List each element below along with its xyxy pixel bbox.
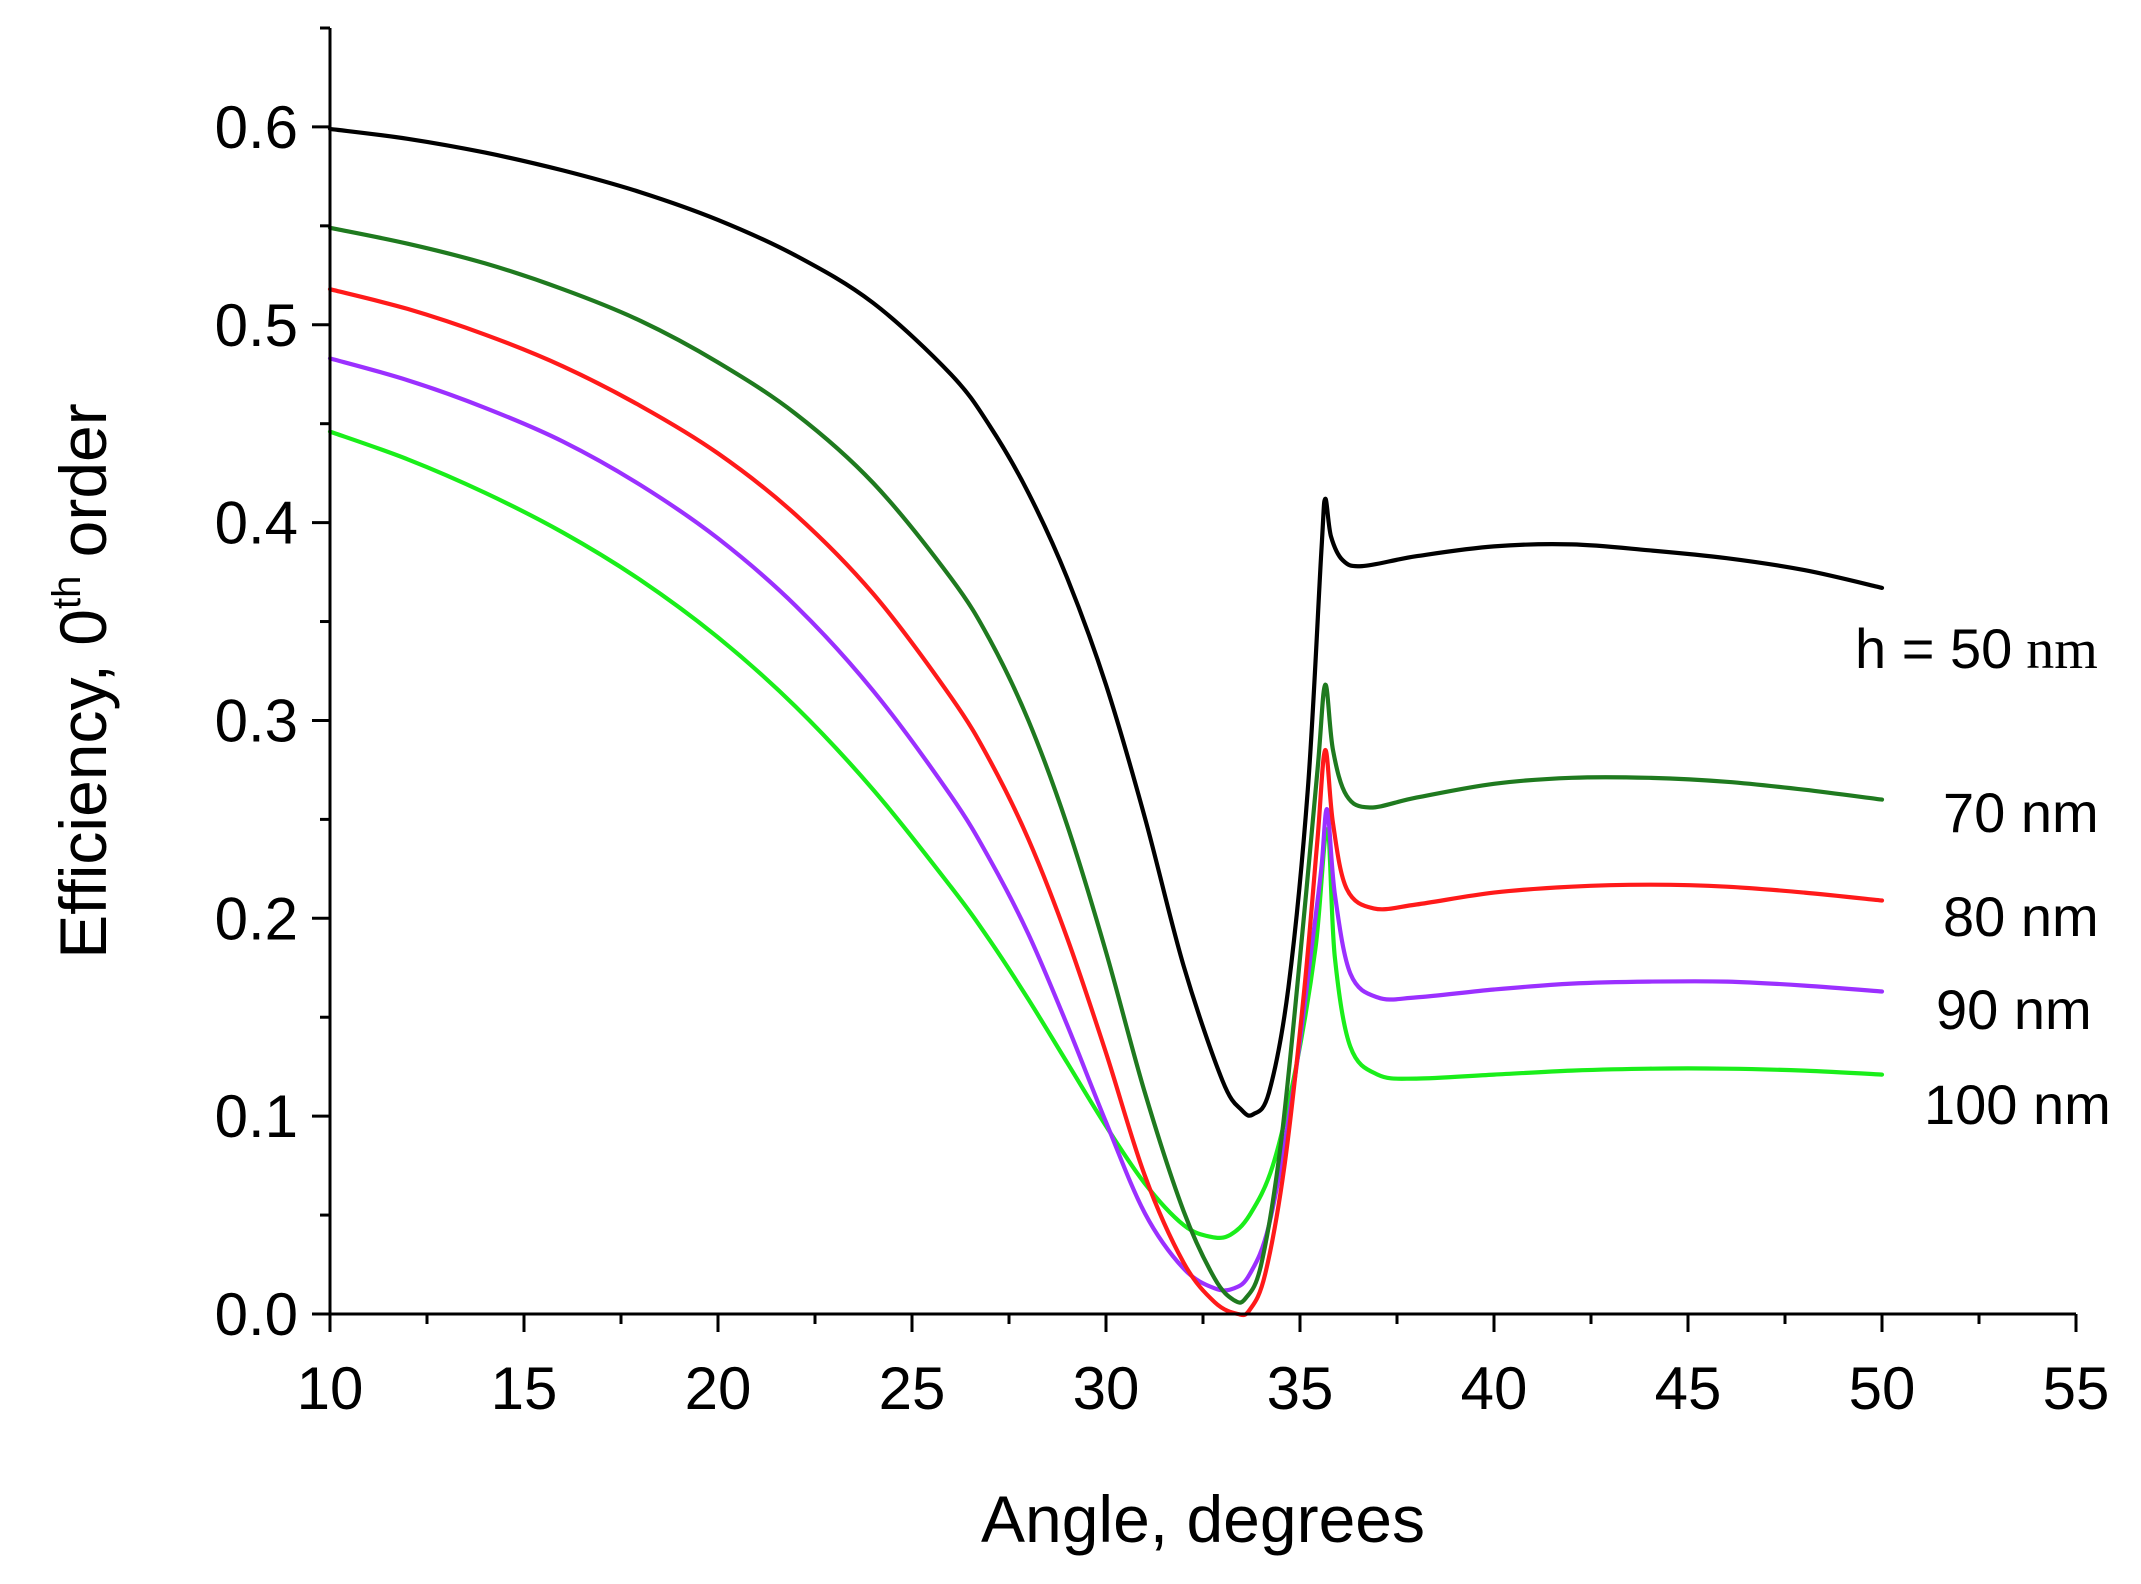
- x-tick-label: 40: [1461, 1355, 1528, 1422]
- y-tick-label: 0.3: [215, 687, 298, 754]
- series-line: [327, 287, 1885, 1318]
- x-ticks: 10 15 20 25 30 35 40 45 50 55: [297, 1314, 2110, 1422]
- y-tick-label: 0.5: [215, 292, 298, 359]
- series-line: [327, 225, 1885, 1305]
- series-line: [327, 356, 1885, 1293]
- y-ticks: 0.0 0.1 0.2 0.3 0.4 0.5 0.6: [215, 26, 330, 1348]
- y-axis-title-superscript: th: [45, 576, 89, 609]
- series-line: [327, 429, 1885, 1240]
- y-axis-title-suffix: order: [46, 403, 120, 575]
- x-tick-label: 25: [879, 1355, 946, 1422]
- series-label: 100 nm: [1924, 1073, 2111, 1136]
- series-label: h = 50 nm: [1855, 617, 2098, 681]
- x-tick-label: 45: [1655, 1355, 1722, 1422]
- plot-lines: [327, 126, 1885, 1318]
- series-label: 90 nm: [1936, 978, 2092, 1041]
- x-tick-label: 20: [685, 1355, 752, 1422]
- y-tick-label: 0.4: [215, 490, 298, 557]
- y-tick-label: 0.0: [215, 1281, 298, 1348]
- y-axis-title: Efficiency, 0th order: [45, 403, 120, 959]
- y-tick-label: 0.6: [215, 94, 298, 161]
- y-tick-label: 0.2: [215, 885, 298, 952]
- series-labels: h = 50 nm 70 nm 80 nm 90 nm 100 nm: [1855, 617, 2111, 1136]
- series-line: [327, 126, 1885, 1118]
- x-tick-label: 10: [297, 1355, 364, 1422]
- y-tick-label: 0.1: [215, 1083, 298, 1150]
- x-tick-label: 30: [1073, 1355, 1140, 1422]
- y-axis-title-prefix: Efficiency, 0: [46, 609, 120, 959]
- series-label: 80 nm: [1943, 885, 2099, 948]
- axes: 10 15 20 25 30 35 40 45 50 55 0.00.10.20.30.40.50…: [215, 26, 2110, 1422]
- x-tick-label: 15: [491, 1355, 558, 1422]
- x-axis-title: Angle, degrees: [981, 1482, 1425, 1556]
- x-tick-label: 55: [2043, 1355, 2110, 1422]
- x-tick-label: 35: [1267, 1355, 1334, 1422]
- x-tick-label: 50: [1849, 1355, 1916, 1422]
- series-label: 70 nm: [1943, 781, 2099, 844]
